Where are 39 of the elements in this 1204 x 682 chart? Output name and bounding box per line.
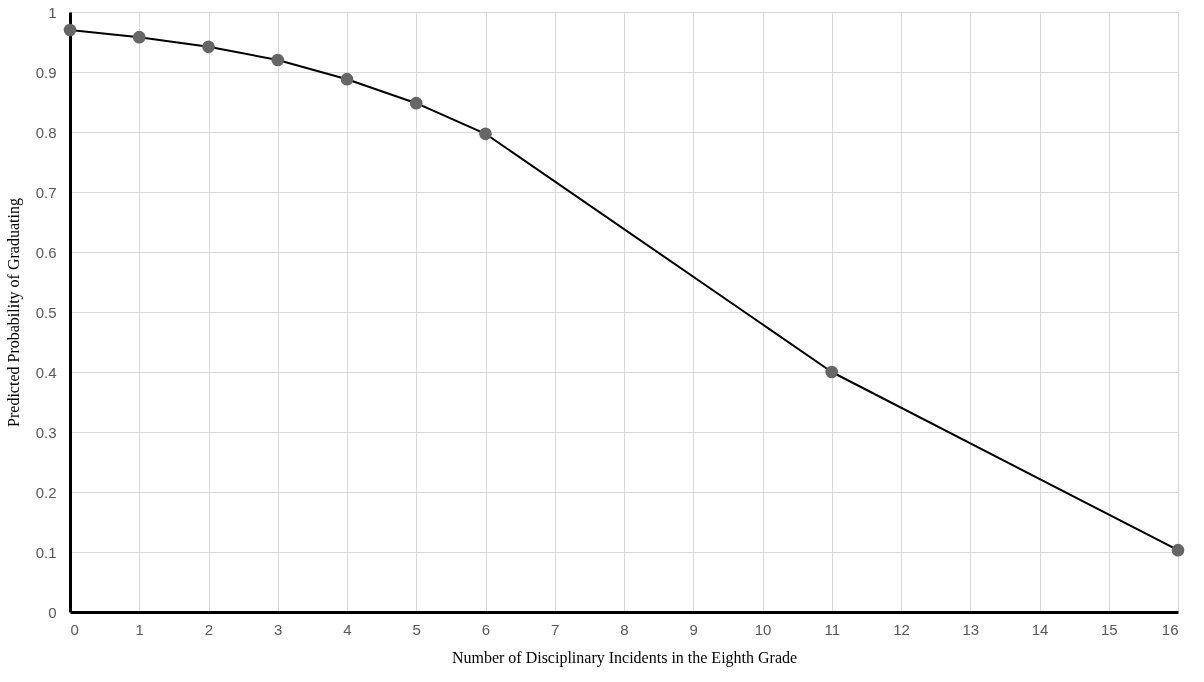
y-tick-label: 0.2	[35, 483, 57, 501]
x-tick-label: 5	[412, 620, 421, 638]
y-tick-label: 0.5	[35, 303, 57, 321]
point	[479, 127, 492, 141]
point	[825, 365, 839, 379]
x-tick-label: 8	[620, 620, 629, 638]
point	[1171, 543, 1185, 557]
x-tick-label: 0	[70, 620, 79, 638]
x-tick-label: 16	[1161, 620, 1179, 638]
y-tick-label: 0	[48, 603, 57, 621]
x-tick-label: 13	[962, 620, 980, 638]
x-tick-label: 9	[689, 620, 698, 638]
point	[340, 72, 354, 86]
y-tick-label: 0.1	[35, 543, 57, 561]
x-tick-label: 14	[1031, 620, 1049, 638]
x-tick-label: 11	[824, 620, 841, 638]
x-axis-title: Number of Disciplinary Incidents in the Eighth Grade	[451, 648, 798, 667]
point	[63, 23, 77, 37]
point	[271, 53, 285, 67]
y-tick-label: 0.4	[35, 363, 57, 381]
x-tick-label: 4	[343, 620, 352, 638]
y-tick-label: 0.8	[35, 123, 57, 141]
x-tick-label: 3	[274, 620, 283, 638]
x-tick-label: 2	[204, 620, 214, 638]
y-tick-label: 0.6	[35, 243, 57, 261]
y-tick-label: 0.9	[35, 63, 57, 81]
point	[409, 96, 423, 110]
point	[132, 30, 146, 44]
x-tick-label: 10	[754, 620, 772, 638]
x-tick-label: 1	[135, 620, 144, 638]
x-tick-label: 15	[1100, 620, 1118, 638]
y-tick-label: 1	[48, 3, 57, 21]
x-tick-label: 7	[551, 620, 560, 638]
x-tick-label: 6	[481, 620, 491, 638]
y-tick-label: 0.3	[35, 423, 57, 441]
y-axis-title: Predicted Probability of Graduating	[4, 198, 23, 427]
y-tick-label: 0.7	[35, 183, 57, 201]
point	[202, 40, 215, 54]
x-tick-label: 12	[893, 620, 910, 638]
